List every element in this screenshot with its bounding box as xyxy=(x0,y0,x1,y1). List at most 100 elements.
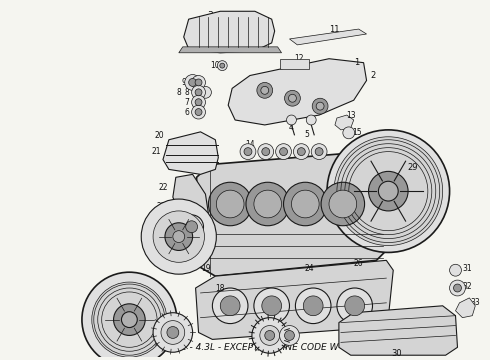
Text: 1: 1 xyxy=(354,58,359,67)
Circle shape xyxy=(285,330,294,341)
Circle shape xyxy=(262,296,282,316)
Text: 2: 2 xyxy=(371,71,376,80)
Circle shape xyxy=(297,148,305,156)
Text: 16: 16 xyxy=(280,342,289,348)
Circle shape xyxy=(315,148,323,156)
Circle shape xyxy=(192,105,205,119)
Circle shape xyxy=(161,321,185,345)
Circle shape xyxy=(260,325,280,345)
Circle shape xyxy=(257,82,272,98)
Text: 9: 9 xyxy=(181,78,186,87)
Text: 30: 30 xyxy=(391,349,401,358)
Polygon shape xyxy=(184,11,275,53)
Circle shape xyxy=(334,137,442,246)
Text: 8: 8 xyxy=(176,88,181,97)
Text: 21: 21 xyxy=(151,147,161,156)
Circle shape xyxy=(192,85,205,99)
Circle shape xyxy=(316,102,324,110)
Circle shape xyxy=(141,199,217,274)
Text: 32: 32 xyxy=(463,282,472,291)
Polygon shape xyxy=(228,59,367,125)
Text: 8: 8 xyxy=(184,88,189,97)
Circle shape xyxy=(337,288,372,324)
Circle shape xyxy=(378,181,398,201)
Circle shape xyxy=(167,327,179,338)
Circle shape xyxy=(285,90,300,106)
Circle shape xyxy=(180,215,203,239)
Circle shape xyxy=(220,296,240,316)
Circle shape xyxy=(173,231,185,243)
Polygon shape xyxy=(179,47,282,53)
Circle shape xyxy=(343,127,355,139)
Circle shape xyxy=(217,190,244,218)
Text: 17: 17 xyxy=(265,341,274,350)
Text: 24: 24 xyxy=(304,264,314,273)
Text: 8: 8 xyxy=(203,88,208,97)
Circle shape xyxy=(327,130,450,252)
Circle shape xyxy=(153,211,204,262)
Circle shape xyxy=(450,280,465,296)
Circle shape xyxy=(311,144,327,159)
Text: 11: 11 xyxy=(329,24,339,33)
Text: 23: 23 xyxy=(156,202,166,211)
Text: 6: 6 xyxy=(184,108,189,117)
Text: 14: 14 xyxy=(245,140,255,149)
Polygon shape xyxy=(163,132,219,174)
Text: 16: 16 xyxy=(149,232,159,241)
Circle shape xyxy=(254,190,282,218)
Circle shape xyxy=(258,144,273,159)
Text: 15: 15 xyxy=(352,128,362,137)
Text: 12: 12 xyxy=(294,54,304,63)
Circle shape xyxy=(303,296,323,316)
Polygon shape xyxy=(339,306,458,355)
Circle shape xyxy=(262,148,270,156)
Text: 26: 26 xyxy=(354,259,364,268)
Text: 22: 22 xyxy=(158,183,168,192)
Circle shape xyxy=(192,76,205,89)
Text: 9: 9 xyxy=(184,78,189,87)
Circle shape xyxy=(312,98,328,114)
Circle shape xyxy=(185,75,200,90)
Text: 25: 25 xyxy=(354,323,364,332)
Circle shape xyxy=(244,148,252,156)
Text: 10: 10 xyxy=(211,61,220,70)
Circle shape xyxy=(92,282,167,357)
Circle shape xyxy=(276,144,292,159)
Circle shape xyxy=(280,148,288,156)
Text: 20: 20 xyxy=(154,131,164,140)
Circle shape xyxy=(368,171,408,211)
Circle shape xyxy=(189,78,196,86)
Circle shape xyxy=(195,99,202,105)
Circle shape xyxy=(195,109,202,116)
Circle shape xyxy=(280,325,299,345)
Circle shape xyxy=(165,223,193,251)
Circle shape xyxy=(306,115,316,125)
Text: 28: 28 xyxy=(164,341,173,350)
Text: 3: 3 xyxy=(208,11,213,20)
Text: 33: 33 xyxy=(470,298,480,307)
Circle shape xyxy=(329,190,357,218)
Circle shape xyxy=(240,144,256,159)
Text: 4: 4 xyxy=(289,123,294,132)
Circle shape xyxy=(295,288,331,324)
Circle shape xyxy=(284,182,327,226)
Circle shape xyxy=(292,190,319,218)
Circle shape xyxy=(220,63,225,68)
Circle shape xyxy=(261,86,269,94)
Circle shape xyxy=(321,182,365,226)
Polygon shape xyxy=(290,29,367,45)
Polygon shape xyxy=(335,115,354,130)
Circle shape xyxy=(265,330,275,341)
Circle shape xyxy=(218,61,227,71)
Circle shape xyxy=(192,95,205,109)
Polygon shape xyxy=(196,260,393,339)
Text: 31: 31 xyxy=(463,264,472,273)
Bar xyxy=(280,59,309,69)
Circle shape xyxy=(294,144,309,159)
Polygon shape xyxy=(456,298,475,318)
Polygon shape xyxy=(173,174,208,231)
Circle shape xyxy=(122,312,137,328)
Circle shape xyxy=(254,288,290,324)
Text: 19: 19 xyxy=(202,264,211,273)
Circle shape xyxy=(195,89,202,96)
